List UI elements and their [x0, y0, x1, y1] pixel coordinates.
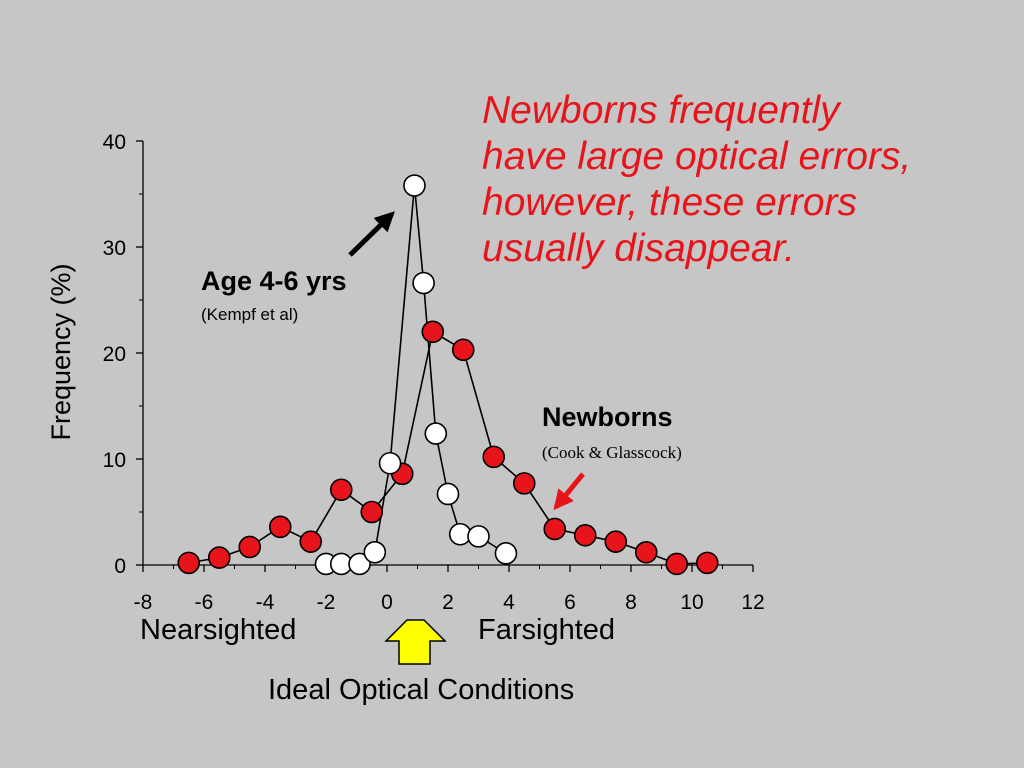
newborn-data-point [482, 445, 506, 469]
y-tick-label: 10 [103, 449, 126, 472]
newborn-series-label: Newborns [542, 402, 673, 432]
newborn-data-point [604, 530, 628, 553]
newborn-data-point [177, 551, 201, 575]
y-tick-label: 40 [103, 131, 126, 154]
newborn-data-point [360, 500, 384, 524]
newborn-data-point [207, 546, 231, 569]
age-data-point [412, 271, 435, 295]
age-data-point [494, 542, 518, 565]
axes: -8 -6 -4 -2 0 2 4 6 8 10 12 0 10 20 30 40 [103, 131, 765, 614]
age-data-point [403, 174, 426, 197]
x-tick-label: 6 [564, 591, 576, 614]
newborn-data-point [695, 551, 719, 575]
x-tick-label: -8 [134, 591, 153, 614]
x-tick-label: 0 [381, 591, 393, 614]
age-data-point [348, 552, 371, 576]
ideal-conditions-label: Ideal Optical Conditions [268, 674, 575, 706]
newborn-data-point [665, 552, 689, 576]
x-tick-label: 4 [503, 591, 515, 614]
newborn-data-point [238, 535, 262, 559]
newborn-data-point [573, 524, 597, 547]
nearsighted-label: Nearsighted [140, 614, 297, 646]
y-tick-label: 30 [103, 237, 126, 260]
farsighted-label: Farsighted [478, 614, 616, 646]
newborn-data-point [634, 540, 658, 564]
newborn-data-point [421, 320, 445, 344]
x-tick-label: 10 [680, 591, 703, 614]
age-data-point [436, 482, 460, 506]
newborn-data-point [451, 338, 475, 362]
x-tick-label: 8 [625, 591, 637, 614]
age-data-point [424, 422, 448, 445]
y-tick-label: 0 [114, 555, 126, 578]
newborn-pointer-arrow [553, 472, 585, 511]
newborn-data-point [268, 515, 292, 539]
age-series-citation: (Kempf et al) [201, 305, 299, 324]
newborn-data-point [299, 530, 323, 553]
newborn-data-point [512, 472, 536, 495]
age-series-label: Age 4-6 yrs [201, 266, 347, 296]
x-tick-label: -6 [195, 591, 214, 614]
y-axis-label: Frequency (%) [46, 263, 76, 440]
age-data-point [378, 451, 402, 475]
y-tick-label: 20 [103, 343, 126, 366]
age-data-point [467, 525, 490, 548]
age-series-line [326, 185, 507, 565]
note-text: Newborns frequently have large optical e… [482, 89, 912, 270]
newborn-data-point [329, 478, 353, 502]
x-tick-label: 12 [741, 591, 764, 614]
age-pointer-arrow [348, 211, 395, 257]
newborn-series-citation: (Cook & Glasscock) [542, 443, 682, 462]
ideal-conditions-arrow [384, 619, 447, 665]
newborn-data-point [543, 517, 567, 541]
x-tick-label: 2 [442, 591, 454, 614]
series-points [177, 174, 719, 576]
x-tick-label: -4 [256, 591, 275, 614]
age-data-point [363, 540, 387, 564]
x-tick-label: -2 [317, 591, 336, 614]
